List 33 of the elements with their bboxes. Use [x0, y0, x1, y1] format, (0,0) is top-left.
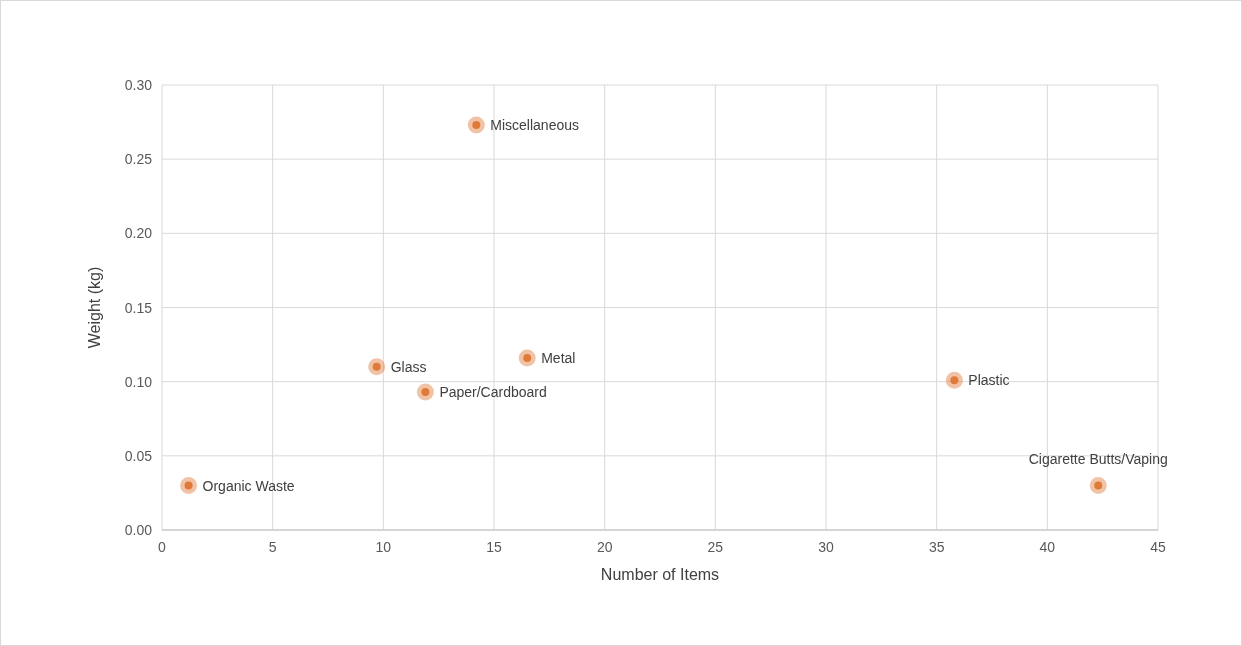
annotation: Plastic	[968, 372, 1010, 389]
x-tick-label: 20	[596, 539, 613, 555]
x-tick-label: 30	[818, 539, 834, 555]
x-axis-title: Number of Items	[600, 566, 720, 583]
point	[1089, 477, 1107, 494]
y-tick-label: 0.00	[124, 522, 153, 538]
annotation: Paper/Cardboard	[439, 384, 547, 401]
x-tick-label: 35	[928, 539, 945, 555]
x-tick-label: 40	[1039, 539, 1056, 555]
point	[945, 371, 963, 389]
x-tick-label: 0	[158, 539, 167, 555]
x-tick-label: 25	[707, 539, 724, 555]
y-tick-label: 0.30	[124, 77, 153, 93]
x-tick-label: 15	[486, 539, 502, 555]
x-tick-label: 45	[1150, 539, 1166, 555]
y-tick-label: 0.20	[124, 225, 153, 242]
point	[518, 349, 536, 367]
annotation: Organic Waste	[202, 477, 295, 494]
x-tick-label: 10	[375, 539, 392, 555]
y-tick-label: 0.10	[124, 373, 153, 390]
annotation: Cigarette Butts/Vaping	[1028, 450, 1168, 467]
y-tick-label: 0.25	[124, 151, 153, 168]
y-axis-title: Weight (kg)	[86, 266, 103, 349]
y-tick-label: 0.05	[124, 447, 153, 464]
annotation: Miscellaneous	[490, 117, 580, 134]
point	[368, 358, 386, 376]
annotation: Metal	[541, 349, 576, 366]
annotation: Glass	[390, 358, 427, 375]
y-tick-label: 0.15	[124, 299, 153, 316]
point	[416, 383, 434, 401]
point	[467, 116, 485, 134]
x-tick-label: 5	[268, 539, 277, 555]
point	[180, 477, 198, 494]
